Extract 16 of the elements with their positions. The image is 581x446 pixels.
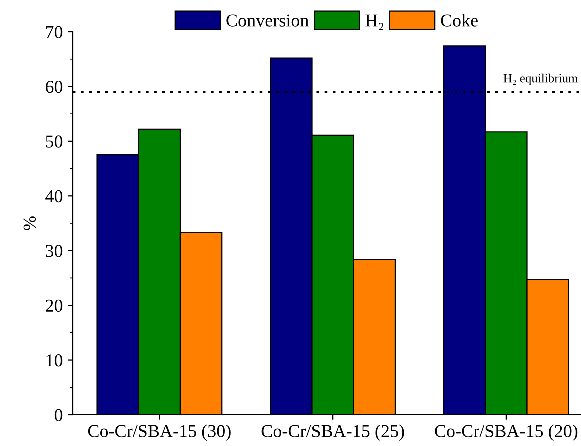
y-tick-label: 30	[46, 245, 63, 258]
y-tick-label: 0	[54, 409, 63, 422]
y-axis-title: %	[24, 216, 36, 230]
legend-label: Conversion	[226, 14, 309, 27]
y-tick-label: 50	[46, 136, 63, 148]
y-tick-label: 60	[46, 80, 63, 94]
legend-label: Coke	[441, 14, 478, 27]
y-tick-label: 70	[46, 26, 63, 38]
y-tick-label: 40	[46, 190, 63, 203]
y-tick-label: 10	[46, 354, 63, 367]
x-tick-label: Co-Cr/SBA-15 (30)	[88, 424, 231, 442]
y-tick-label: 20	[46, 300, 63, 312]
ref-line-label: H₂ equilibrium	[504, 74, 578, 86]
legend-label: H₂	[366, 14, 384, 30]
x-tick-label: Co-Cr/SBA-15 (20)	[435, 424, 578, 442]
x-tick-label: Co-Cr/SBA-15 (25)	[262, 424, 404, 442]
